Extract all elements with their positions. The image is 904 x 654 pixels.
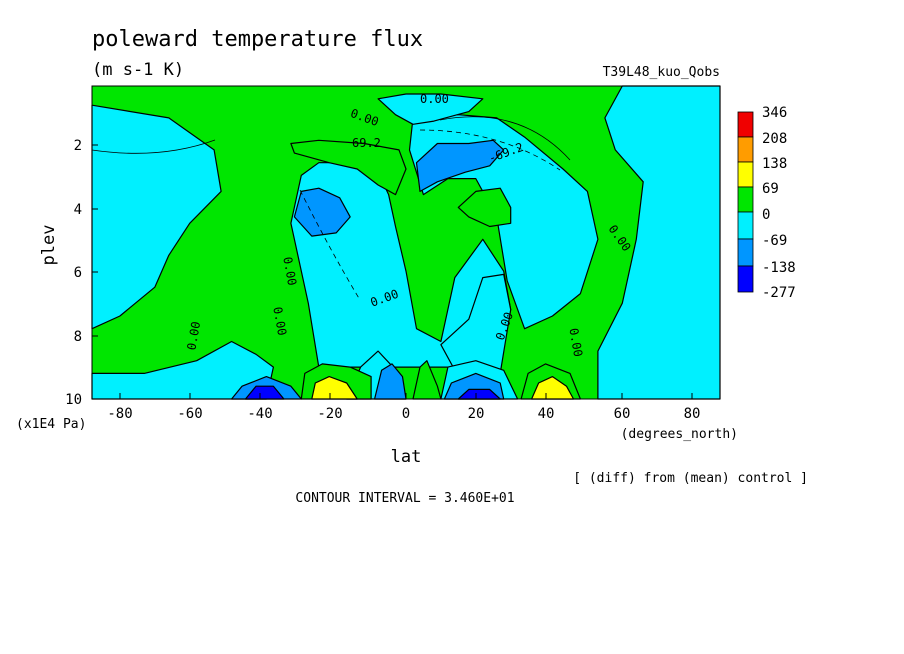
colorbar: 346 208 138 69 0 -69 -138 -277 (737, 105, 796, 301)
colorbar-swatch-m69 (737, 238, 754, 267)
x-axis-label: lat (391, 447, 422, 467)
x-tick-label: -40 (247, 406, 272, 422)
colorbar-label: -69 (762, 233, 787, 249)
colorbar-swatch-m138 (737, 265, 754, 293)
contour-line-dashed-1 (299, 189, 361, 301)
x-tick-label: -20 (317, 406, 342, 422)
colorbar-label: -138 (762, 260, 796, 276)
y-tick-marks (92, 144, 98, 400)
contour-label: 0.00 (566, 327, 585, 358)
x-tick-marks (119, 393, 693, 399)
x-tick-label: 20 (468, 406, 485, 422)
x-tick-label: 0 (402, 406, 410, 422)
colorbar-swatch-69 (737, 186, 754, 213)
contour-region-10 (415, 139, 505, 192)
contour-label: 0.00 (280, 256, 299, 287)
contour-regions (91, 85, 721, 400)
run-name: T39L48_kuo_Qobs (603, 65, 720, 80)
chart-title: poleward temperature flux (92, 27, 423, 52)
y-tick-label: 2 (74, 138, 82, 154)
contour-line-solid-1 (91, 139, 216, 154)
x-tick-label: 40 (538, 406, 555, 422)
colorbar-label: -277 (762, 285, 796, 301)
colorbar-label: 69 (762, 181, 779, 197)
y-tick-label: 6 (74, 265, 82, 281)
colorbar-label: 346 (762, 105, 787, 121)
colorbar-label: 0 (762, 207, 770, 223)
x-tick-label: -80 (107, 406, 132, 422)
contour-region-9 (293, 187, 351, 237)
colorbar-swatch-208 (737, 136, 754, 163)
contour-label: 0.00 (420, 92, 449, 106)
x-tick-label: 80 (684, 406, 701, 422)
contour-lines (91, 116, 571, 301)
colorbar-swatch-138 (737, 161, 754, 188)
y-tick-label: 4 (74, 202, 82, 218)
contour-region-16 (290, 139, 407, 196)
diff-note: [ (diff) from (mean) control ] (573, 471, 808, 486)
contour-line-solid-2 (439, 116, 571, 161)
contour-interval: CONTOUR INTERVAL = 3.460E+01 (295, 491, 514, 506)
contour-region-4 (377, 93, 484, 125)
contour-label: 69.2 (352, 136, 381, 150)
colorbar-swatch-346 (737, 111, 754, 138)
contour-label: 0.00 (270, 306, 289, 337)
x-tick-label: -60 (177, 406, 202, 422)
contour-line-dashed-2 (419, 129, 561, 171)
contour-region-0 (91, 104, 222, 330)
colorbar-label: 138 (762, 156, 787, 172)
y-tick-label: 10 (65, 392, 82, 408)
contour-label: 0.00 (184, 320, 203, 351)
y-axis-unit: (x1E4 Pa) (16, 417, 86, 432)
plot-area: 0.00 0.00 69.2 -69.2 0.00 0.00 0.00 0.00… (91, 85, 721, 400)
x-tick-label: 60 (614, 406, 631, 422)
chart-units: (m s-1 K) (92, 60, 184, 80)
colorbar-swatch-0 (737, 211, 754, 240)
contour-region-17 (457, 187, 512, 228)
y-tick-label: 8 (74, 329, 82, 345)
y-axis: 2 4 6 8 10 (x1E4 Pa) plev (16, 138, 98, 432)
x-axis: -80 -60 -40 -20 0 20 40 60 80 (degrees_n… (107, 393, 738, 467)
colorbar-label: 208 (762, 131, 787, 147)
x-axis-unit: (degrees_north) (621, 427, 738, 442)
y-axis-label: plev (39, 225, 59, 266)
